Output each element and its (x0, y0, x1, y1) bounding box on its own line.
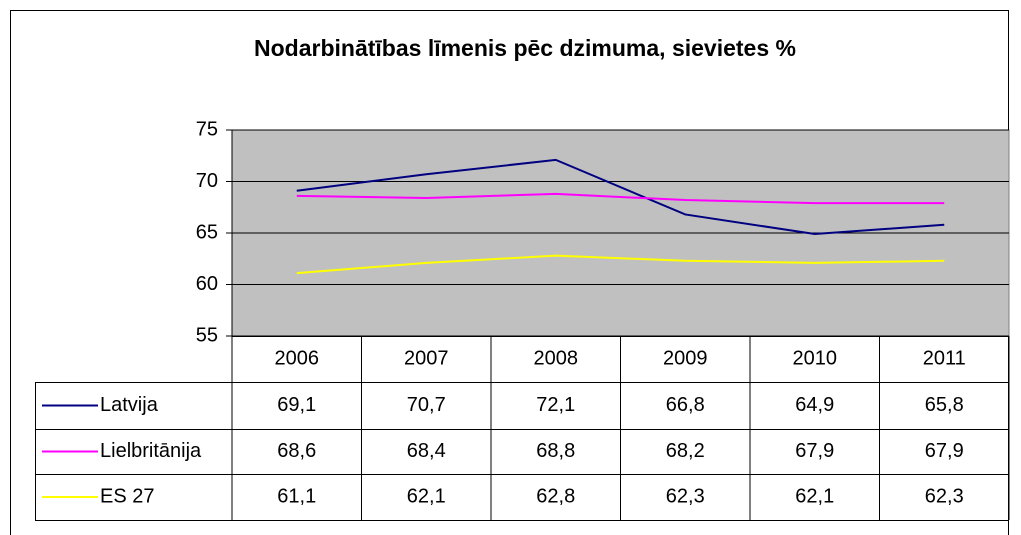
data-label: 65,8 (925, 394, 964, 416)
data-label: 69,1 (277, 394, 316, 416)
data-label: 70,7 (407, 394, 446, 416)
series-line (296, 192, 945, 205)
x-tick-label: 2009 (663, 347, 708, 369)
legend-label: ES 27 (100, 485, 154, 507)
data-label: 72,1 (536, 394, 575, 416)
data-label: 68,8 (536, 440, 575, 462)
x-tick-label: 2007 (404, 347, 449, 369)
legend-label: Latvija (100, 394, 159, 416)
series-line (296, 158, 945, 236)
data-label: 67,9 (925, 440, 964, 462)
chart-title: Nodarbinātības līmenis pēc dzimuma, siev… (254, 35, 796, 61)
y-tick-label: 75 (196, 118, 218, 140)
data-label: 66,8 (666, 394, 705, 416)
data-label: 61,1 (277, 485, 316, 507)
series-line (296, 254, 945, 275)
data-label: 62,3 (925, 485, 964, 507)
data-label: 68,2 (666, 440, 705, 462)
data-label: 67,9 (795, 440, 834, 462)
data-label: 62,8 (536, 485, 575, 507)
data-label: 68,4 (407, 440, 446, 462)
data-label: 62,1 (407, 485, 446, 507)
y-tick-label: 70 (196, 170, 218, 192)
x-tick-label: 2011 (923, 347, 966, 369)
y-tick-label: 55 (196, 324, 218, 346)
x-tick-label: 2010 (793, 347, 838, 369)
data-label: 68,6 (277, 440, 316, 462)
x-tick-label: 2008 (534, 347, 579, 369)
data-label: 62,3 (666, 485, 705, 507)
y-tick-label: 65 (196, 221, 218, 243)
y-tick-label: 60 (196, 273, 218, 295)
x-tick-label: 2006 (275, 347, 320, 369)
legend-label: Lielbritānija (100, 440, 202, 462)
data-label: 64,9 (795, 394, 834, 416)
data-label: 62,1 (795, 485, 834, 507)
